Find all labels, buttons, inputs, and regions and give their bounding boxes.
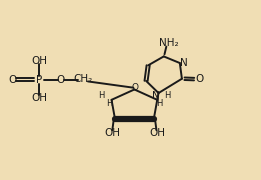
Text: H: H <box>156 99 163 108</box>
Text: O: O <box>8 75 16 85</box>
Text: OH: OH <box>31 56 47 66</box>
Text: N: N <box>152 91 160 101</box>
Text: NH₂: NH₂ <box>159 38 178 48</box>
Text: H: H <box>164 91 171 100</box>
Text: OH: OH <box>31 93 47 103</box>
Text: CH₂: CH₂ <box>73 74 92 84</box>
Text: O: O <box>57 75 65 85</box>
Text: N: N <box>180 58 187 68</box>
Text: H: H <box>106 99 113 108</box>
Text: P: P <box>36 75 42 85</box>
Text: OH: OH <box>104 128 120 138</box>
Text: H: H <box>98 91 104 100</box>
Text: O: O <box>195 74 203 84</box>
Text: OH: OH <box>150 128 166 138</box>
Text: O: O <box>131 83 138 92</box>
